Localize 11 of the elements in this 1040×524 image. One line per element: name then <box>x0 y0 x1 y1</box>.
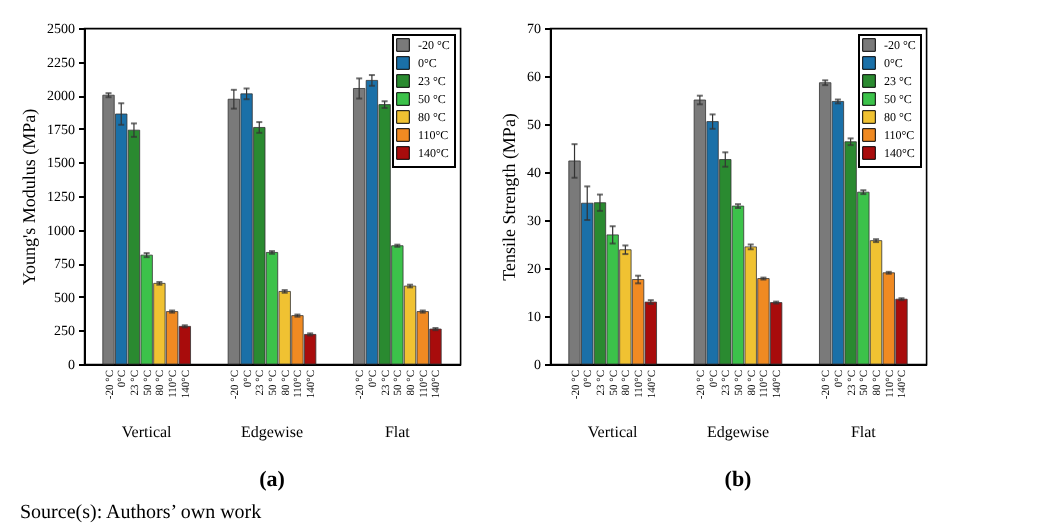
x-tick-label: Vertical <box>121 423 174 441</box>
source-note: Source(s): Authors’ own work <box>20 502 264 524</box>
x-tick-label: Edgewise <box>240 423 304 441</box>
x-tick-label: Flat <box>850 423 878 441</box>
y-axis-title: Tensile Strength (MPa) <box>499 113 519 281</box>
text: (b) <box>724 468 753 492</box>
x-tick-label: Flat <box>384 423 412 441</box>
text: (a) <box>259 468 286 492</box>
y-axis-title: Young's Modulus (MPa) <box>19 108 39 286</box>
x-tick-label: Edgewise <box>706 423 770 441</box>
x-tick-label: Vertical <box>587 423 640 441</box>
